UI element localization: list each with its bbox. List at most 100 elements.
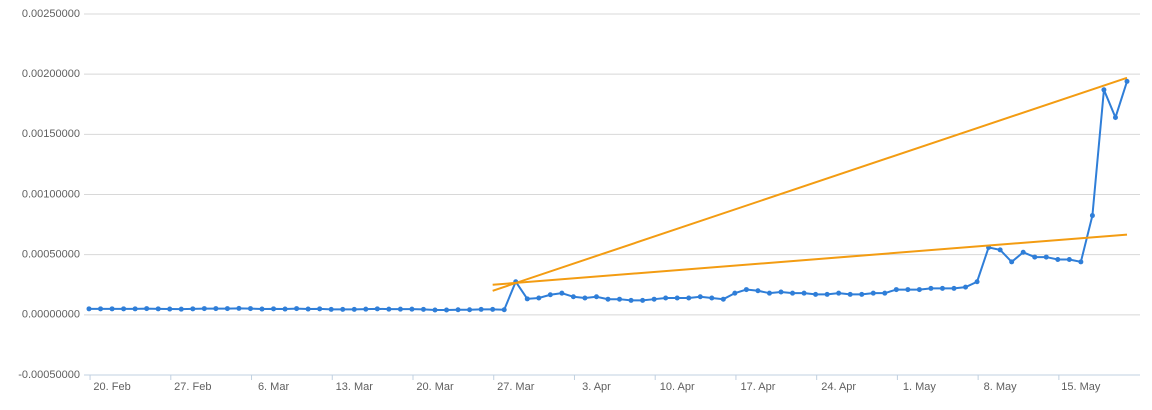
point <box>98 306 104 312</box>
point <box>939 285 945 291</box>
point <box>824 291 830 297</box>
point <box>870 290 876 296</box>
point <box>1101 87 1107 93</box>
point <box>524 296 530 302</box>
point <box>1009 259 1015 265</box>
point <box>432 307 438 313</box>
x-tick-label: 10. Apr <box>660 381 695 393</box>
x-tick-label: 27. Feb <box>174 381 211 393</box>
point <box>582 295 588 301</box>
point <box>490 306 496 312</box>
point <box>201 306 207 312</box>
point <box>247 306 253 312</box>
x-tick-label: 27. Mar <box>497 381 535 393</box>
y-tick-label: 0.00000000 <box>22 309 80 321</box>
point <box>963 284 969 290</box>
point <box>640 297 646 303</box>
point <box>778 289 784 295</box>
point <box>1078 259 1084 265</box>
point <box>305 306 311 312</box>
x-tick-label: 3. Apr <box>582 381 611 393</box>
point <box>974 279 980 285</box>
point <box>882 290 888 296</box>
point <box>755 288 761 294</box>
point <box>397 306 403 312</box>
point <box>501 307 507 313</box>
point <box>628 297 634 303</box>
y-tick-label: 0.00250000 <box>22 8 80 20</box>
point <box>801 290 807 296</box>
point <box>743 287 749 293</box>
point <box>697 294 703 300</box>
x-tick-label: 20. Mar <box>416 381 454 393</box>
point <box>409 306 415 312</box>
point <box>224 306 230 312</box>
point <box>467 307 473 313</box>
point <box>997 247 1003 253</box>
point <box>570 294 576 300</box>
point <box>836 290 842 296</box>
y-tick-label: 0.00100000 <box>22 188 80 200</box>
point <box>790 290 796 296</box>
point <box>374 306 380 312</box>
point <box>766 290 772 296</box>
point <box>893 287 899 293</box>
point <box>294 306 300 312</box>
point <box>86 306 92 312</box>
point <box>709 295 715 301</box>
point <box>155 306 161 312</box>
point <box>1020 249 1026 255</box>
x-tick-label: 13. Mar <box>336 381 374 393</box>
x-tick-label: 15. May <box>1061 381 1101 393</box>
point <box>363 306 369 312</box>
point <box>686 295 692 301</box>
point <box>617 296 623 302</box>
point <box>720 296 726 302</box>
point <box>282 306 288 312</box>
point <box>144 306 150 312</box>
point <box>593 294 599 300</box>
point <box>213 306 219 312</box>
x-tick-label: 1. May <box>903 381 937 393</box>
y-tick-label: -0.00050000 <box>18 369 80 381</box>
trend-line <box>492 233 1128 286</box>
point <box>328 306 334 312</box>
point <box>916 287 922 293</box>
point <box>928 285 934 291</box>
point <box>386 306 392 312</box>
point <box>121 306 127 312</box>
point <box>1043 254 1049 260</box>
y-tick-label: 0.00050000 <box>22 249 80 261</box>
point <box>859 291 865 297</box>
point <box>536 295 542 301</box>
point <box>1112 114 1118 120</box>
point <box>351 306 357 312</box>
x-tick-label: 8. May <box>984 381 1018 393</box>
x-tick-label: 24. Apr <box>821 381 856 393</box>
point <box>813 291 819 297</box>
point <box>847 291 853 297</box>
point <box>559 290 565 296</box>
point <box>651 296 657 302</box>
point <box>478 306 484 312</box>
point <box>259 306 265 312</box>
point <box>420 306 426 312</box>
x-tick-label: 6. Mar <box>258 381 290 393</box>
point <box>444 307 450 313</box>
point <box>178 306 184 312</box>
point <box>951 285 957 291</box>
point <box>109 306 115 312</box>
point <box>663 295 669 301</box>
point <box>905 287 911 293</box>
x-tick-label: 20. Feb <box>93 381 130 393</box>
point <box>190 306 196 312</box>
point <box>167 306 173 312</box>
point <box>732 290 738 296</box>
point <box>455 307 461 313</box>
point <box>132 306 138 312</box>
point <box>674 295 680 301</box>
point <box>1032 254 1038 260</box>
trend-line <box>492 76 1128 292</box>
